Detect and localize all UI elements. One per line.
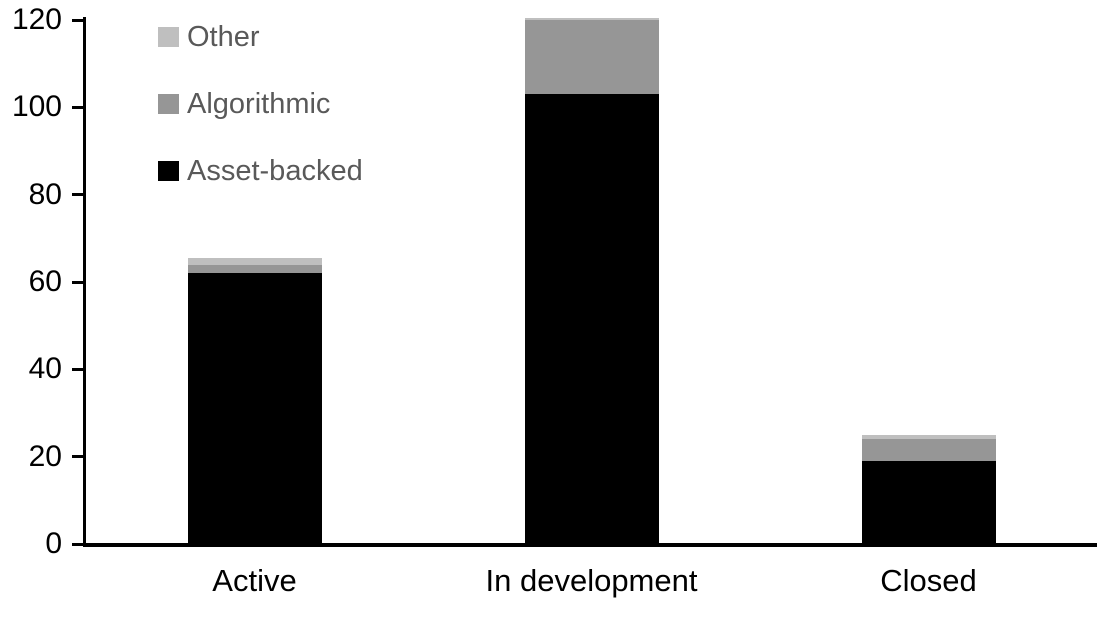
y-tick-label: 20 — [28, 439, 62, 473]
category-label-active: Active — [212, 563, 297, 598]
y-axis-tick — [72, 18, 83, 22]
bar-segment-asset-backed — [187, 273, 322, 544]
legend-label-asset-backed: Asset-backed — [187, 154, 363, 187]
y-axis-tick — [72, 367, 83, 371]
bar-segment-other — [187, 257, 322, 265]
y-axis-line — [83, 17, 86, 547]
y-tick-label: 60 — [28, 265, 62, 298]
y-axis-tick — [72, 455, 83, 459]
y-axis-tick — [72, 105, 83, 109]
x-axis-line — [83, 543, 1097, 547]
y-axis-tick — [72, 542, 83, 546]
legend-item-algorithmic: Algorithmic — [158, 88, 330, 120]
legend-item-asset-backed: Asset-backed — [158, 155, 363, 187]
legend-label-other: Other — [187, 20, 260, 53]
category-label-in-development: In development — [485, 563, 698, 598]
legend-label-algorithmic: Algorithmic — [187, 87, 331, 120]
category-label-closed: Closed — [880, 563, 977, 598]
bar-segment-other — [524, 17, 659, 20]
y-axis-tick — [72, 193, 83, 197]
y-axis-tick — [72, 280, 83, 284]
y-tick-label: 40 — [28, 352, 62, 386]
y-tick-label: 0 — [45, 527, 62, 560]
bar-segment-algorithmic — [187, 264, 322, 274]
legend-swatch-other-icon — [158, 27, 179, 47]
bar-segment-algorithmic — [524, 20, 659, 95]
y-tick-label: 100 — [11, 90, 62, 124]
bar-segment-asset-backed — [861, 461, 996, 544]
y-tick-label: 80 — [28, 177, 62, 211]
bar-segment-asset-backed — [524, 94, 659, 544]
y-tick-label: 120 — [11, 3, 62, 36]
legend-swatch-algorithmic-icon — [158, 94, 179, 114]
bar-segment-other — [861, 434, 996, 440]
legend-swatch-asset-backed-icon — [158, 161, 179, 181]
bar-segment-algorithmic — [861, 439, 996, 462]
legend-item-other: Other — [158, 21, 260, 53]
